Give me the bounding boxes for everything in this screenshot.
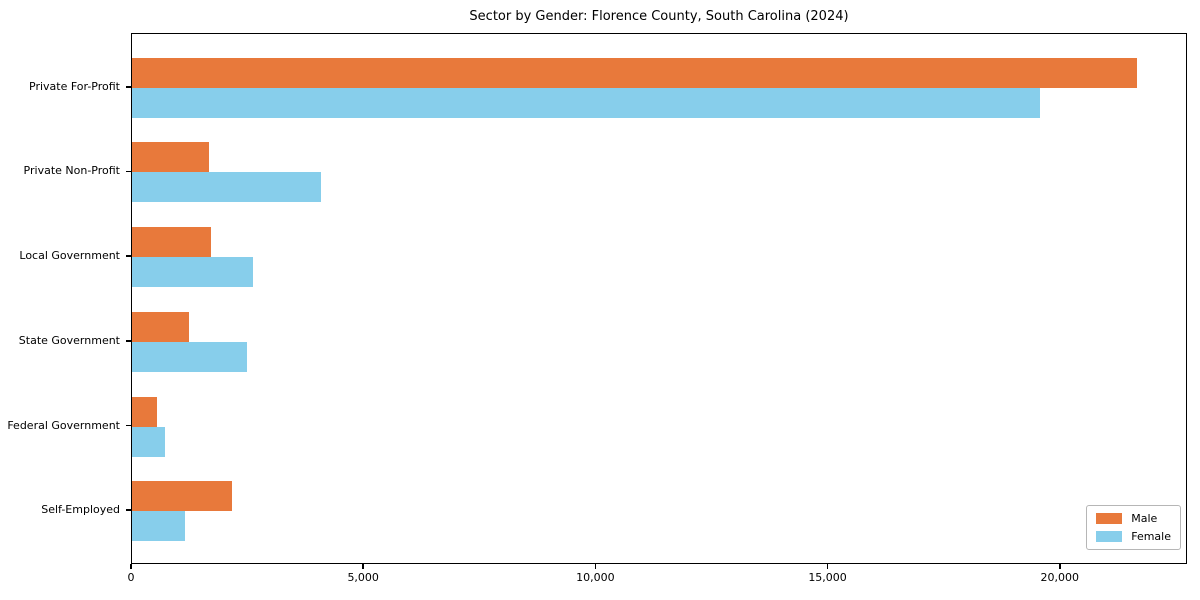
x-tick-label: 15,000 <box>808 571 847 584</box>
legend-item-male: Male <box>1096 512 1171 525</box>
y-category-label-federal-government: Federal Government <box>7 418 120 432</box>
y-axis-tick <box>126 255 131 257</box>
x-axis-tick <box>362 564 364 569</box>
bar-male-state-government <box>132 311 190 342</box>
bar-male-local-government <box>132 227 211 258</box>
legend: Male Female <box>1086 505 1181 550</box>
bar-male-private-for-profit <box>132 57 1138 88</box>
y-axis-tick <box>126 170 131 173</box>
legend-swatch-female <box>1096 531 1123 542</box>
x-axis-tick <box>594 564 597 569</box>
legend-item-female: Female <box>1096 530 1171 543</box>
plot-area <box>131 33 1187 564</box>
x-tick-label: 20,000 <box>1040 571 1080 584</box>
y-category-label-local-government: Local Government <box>19 249 120 263</box>
bar-male-federal-government <box>132 396 158 427</box>
x-axis-tick <box>130 564 132 569</box>
legend-swatch-male <box>1096 513 1123 524</box>
legend-label-female: Female <box>1131 530 1171 543</box>
y-axis-tick <box>126 340 131 342</box>
y-category-label-private-non-profit: Private Non-Profit <box>23 164 120 178</box>
bar-female-private-for-profit <box>132 87 1040 118</box>
legend-label-male: Male <box>1131 512 1158 525</box>
bar-male-private-non-profit <box>132 142 210 173</box>
y-axis-tick <box>126 86 131 88</box>
y-category-label-state-government: State Government <box>18 333 120 347</box>
y-category-label-private-for-profit: Private For-Profit <box>29 79 120 93</box>
bar-male-self-employed <box>132 481 232 512</box>
y-axis-tick <box>126 509 131 511</box>
x-tick-label: 10,000 <box>576 571 615 584</box>
x-tick-label: 0 <box>127 571 135 584</box>
chart-title: Sector by Gender: Florence County, South… <box>469 9 849 24</box>
bar-female-state-government <box>132 341 248 372</box>
x-tick-label: 5,000 <box>347 571 379 584</box>
x-axis-tick <box>1059 564 1061 569</box>
bar-female-federal-government <box>132 426 165 457</box>
y-axis-tick <box>126 424 131 427</box>
bar-female-local-government <box>132 257 254 288</box>
y-category-label-self-employed: Self-Employed <box>41 503 120 517</box>
bar-female-self-employed <box>132 511 185 542</box>
x-axis-tick <box>826 564 829 569</box>
bar-female-private-non-profit <box>132 172 321 203</box>
